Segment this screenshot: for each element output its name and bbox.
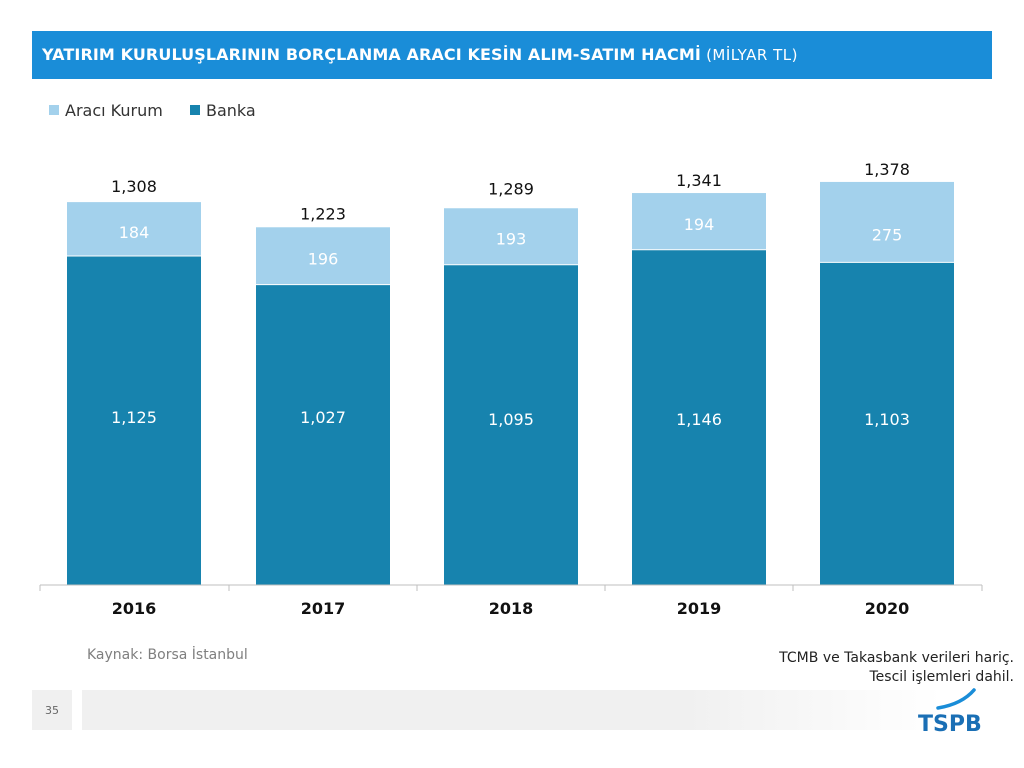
- stacked-bar-chart: Aracı Kurum Banka 1,308 184 1,125 2016 1,223 19…: [39, 101, 983, 618]
- footer-strip: [82, 690, 942, 730]
- logo-text: TSPB: [918, 712, 982, 737]
- x-tick-label-2019: 2019: [677, 599, 722, 618]
- bar-banka-2020: [820, 262, 954, 585]
- legend-label-0: Aracı Kurum: [65, 101, 163, 120]
- total-label-2019: 1,341: [676, 171, 722, 190]
- x-tick-label-2017: 2017: [301, 599, 346, 618]
- bar-araci-kurum-2020: [820, 181, 954, 263]
- page-number: 35: [32, 690, 72, 730]
- araci-kurum-value-2017: 196: [308, 250, 339, 269]
- x-tick-label-2016: 2016: [112, 599, 157, 618]
- banka-value-2016: 1,125: [111, 408, 157, 427]
- legend-swatch-1: [190, 105, 200, 115]
- total-label-2018: 1,289: [488, 179, 534, 198]
- bar-banka-2017: [256, 284, 390, 585]
- legend-label-1: Banka: [206, 101, 256, 120]
- title-unit: (MİLYAR TL): [706, 46, 798, 64]
- source-note: Kaynak: Borsa İstanbul: [87, 647, 248, 663]
- bar-araci-kurum-2017: [256, 227, 390, 285]
- bar-banka-2016: [67, 255, 201, 585]
- data-note: TCMB ve Takasbank verileri hariç. Tescil…: [779, 649, 1014, 687]
- logo-swoosh: [936, 688, 976, 710]
- title-main: YATIRIM KURULUŞLARININ BORÇLANMA ARACI K…: [42, 45, 701, 64]
- legend-swatch-0: [49, 105, 59, 115]
- data-note-line-2: Tescil işlemleri dahil.: [869, 669, 1015, 685]
- bar-banka-2019: [632, 249, 766, 586]
- araci-kurum-value-2020: 275: [872, 225, 903, 244]
- x-tick-label-2020: 2020: [865, 599, 910, 618]
- araci-kurum-value-2018: 193: [496, 230, 527, 249]
- title-bar: YATIRIM KURULUŞLARININ BORÇLANMA ARACI K…: [32, 31, 992, 79]
- bar-araci-kurum-2019: [632, 193, 766, 250]
- banka-value-2017: 1,027: [300, 408, 346, 427]
- araci-kurum-value-2016: 184: [119, 223, 150, 242]
- banka-value-2019: 1,146: [676, 410, 722, 429]
- bar-banka-2018: [444, 264, 578, 585]
- bar-araci-kurum-2018: [444, 208, 578, 265]
- total-label-2016: 1,308: [111, 177, 157, 196]
- banka-value-2020: 1,103: [864, 410, 910, 429]
- total-label-2017: 1,223: [300, 204, 346, 223]
- page-title: YATIRIM KURULUŞLARININ BORÇLANMA ARACI K…: [42, 45, 798, 64]
- bar-araci-kurum-2016: [67, 202, 201, 256]
- araci-kurum-value-2019: 194: [684, 215, 715, 234]
- tspb-logo: TSPB: [918, 688, 982, 737]
- data-note-line-1: TCMB ve Takasbank verileri hariç.: [779, 650, 1014, 666]
- total-label-2020: 1,378: [864, 160, 910, 179]
- x-tick-label-2018: 2018: [489, 599, 534, 618]
- banka-value-2018: 1,095: [488, 410, 534, 429]
